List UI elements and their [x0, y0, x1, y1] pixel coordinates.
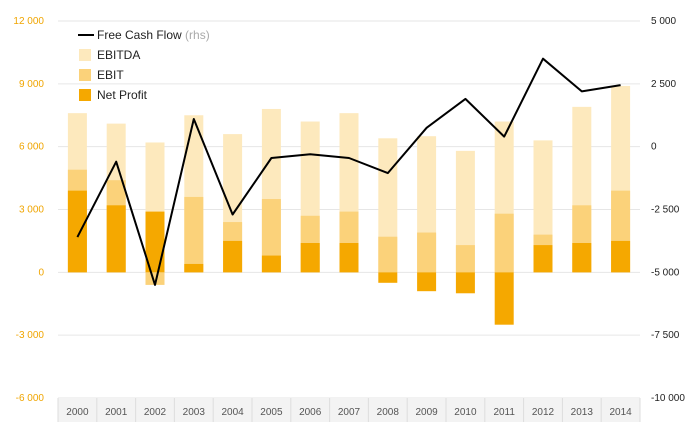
bar-net-profit-2011: [494, 272, 514, 325]
legend-name-free-cash-flow: Free Cash Flow: [97, 28, 182, 42]
x-tick-label-2011: 2011: [493, 407, 515, 418]
right-tick-label-1: -7 500: [651, 330, 680, 341]
left-tick-label-2: 0: [38, 267, 44, 278]
x-axis-band: [58, 398, 640, 422]
bar-ebit-2009: [417, 232, 437, 273]
bar-ebitda-2010: [455, 150, 475, 273]
bar-net-profit-2001: [106, 205, 126, 273]
left-tick-label-6: 12 000: [13, 16, 44, 27]
bar-net-profit-2014: [611, 240, 631, 273]
bar-ebit-2003: [184, 196, 204, 273]
bar-net-profit-2009: [417, 272, 437, 292]
left-axis: -6 000 -3 000 0 3 000 6 000 9 000 12 000: [13, 16, 44, 404]
legend-label-ebitda: EBITDA: [97, 48, 140, 62]
x-tick-label-2004: 2004: [221, 407, 244, 418]
x-tick-label-2006: 2006: [299, 407, 322, 418]
x-tick-label-2003: 2003: [183, 407, 206, 418]
legend-label-free-cash-flow: Free Cash Flow (rhs): [97, 28, 210, 42]
bar-net-profit-2012: [533, 245, 553, 273]
legend-label-net-profit: Net Profit: [97, 88, 148, 102]
x-tick-label-2002: 2002: [144, 407, 167, 418]
bar-ebit-2011: [494, 213, 514, 273]
bar-net-profit-2005: [261, 255, 281, 273]
right-tick-label-0: -10 000: [651, 393, 685, 404]
bar-ebit-2008: [378, 236, 398, 273]
left-tick-label-3: 3 000: [19, 205, 44, 216]
bar-net-profit-2013: [572, 243, 592, 273]
legend-swatch-ebit: [79, 69, 91, 81]
bar-net-profit-2010: [455, 272, 475, 294]
x-tick-label-2013: 2013: [571, 407, 594, 418]
right-tick-label-6: 5 000: [651, 16, 676, 27]
legend-label-ebit: EBIT: [97, 68, 124, 82]
bar-ebit-2010: [455, 245, 475, 273]
bar-net-profit-2003: [184, 263, 204, 273]
x-tick-label-2008: 2008: [377, 407, 400, 418]
x-tick-label-2014: 2014: [609, 407, 632, 418]
legend-swatch-ebitda: [79, 49, 91, 61]
bar-ebit-2002: [145, 272, 165, 285]
bars: [67, 85, 631, 325]
legend: Free Cash Flow (rhs) EBITDA EBIT Net Pro…: [78, 28, 210, 102]
free-cash-flow-line: [76, 57, 621, 286]
x-tick-label-2000: 2000: [66, 407, 89, 418]
x-axis: 2000 2001 2002 2003 2004 2005 2006 2007 2008 2009…: [57, 398, 641, 422]
left-tick-label-4: 6 000: [19, 142, 44, 153]
right-tick-label-3: -2 500: [651, 205, 680, 216]
right-tick-label-2: -5 000: [651, 267, 680, 278]
legend-suffix-rhs: (rhs): [185, 28, 210, 42]
bar-net-profit-2004: [223, 240, 243, 273]
right-tick-label-5: 2 500: [651, 79, 676, 90]
x-tick-label-2001: 2001: [105, 407, 128, 418]
x-tick-label-2010: 2010: [454, 407, 477, 418]
free-cash-flow-line-group: [76, 57, 621, 286]
bar-ebit-2005: [261, 199, 281, 273]
left-tick-label-1: -3 000: [16, 330, 45, 341]
left-tick-label-5: 9 000: [19, 79, 44, 90]
right-tick-label-4: 0: [651, 142, 657, 153]
left-tick-label-0: -6 000: [16, 393, 45, 404]
bar-net-profit-2007: [339, 243, 359, 273]
legend-swatch-net-profit: [79, 89, 91, 101]
x-tick-label-2007: 2007: [338, 407, 361, 418]
bar-net-profit-2002: [145, 211, 165, 273]
right-axis: -10 000 -7 500 -5 000 -2 500 0 2 500 5 000: [651, 16, 685, 404]
x-tick-label-2009: 2009: [415, 407, 438, 418]
bar-net-profit-2006: [300, 243, 320, 273]
bar-net-profit-2008: [378, 272, 398, 283]
x-tick-label-2012: 2012: [532, 407, 555, 418]
bar-net-profit-2000: [67, 190, 87, 273]
x-tick-label-2005: 2005: [260, 407, 283, 418]
